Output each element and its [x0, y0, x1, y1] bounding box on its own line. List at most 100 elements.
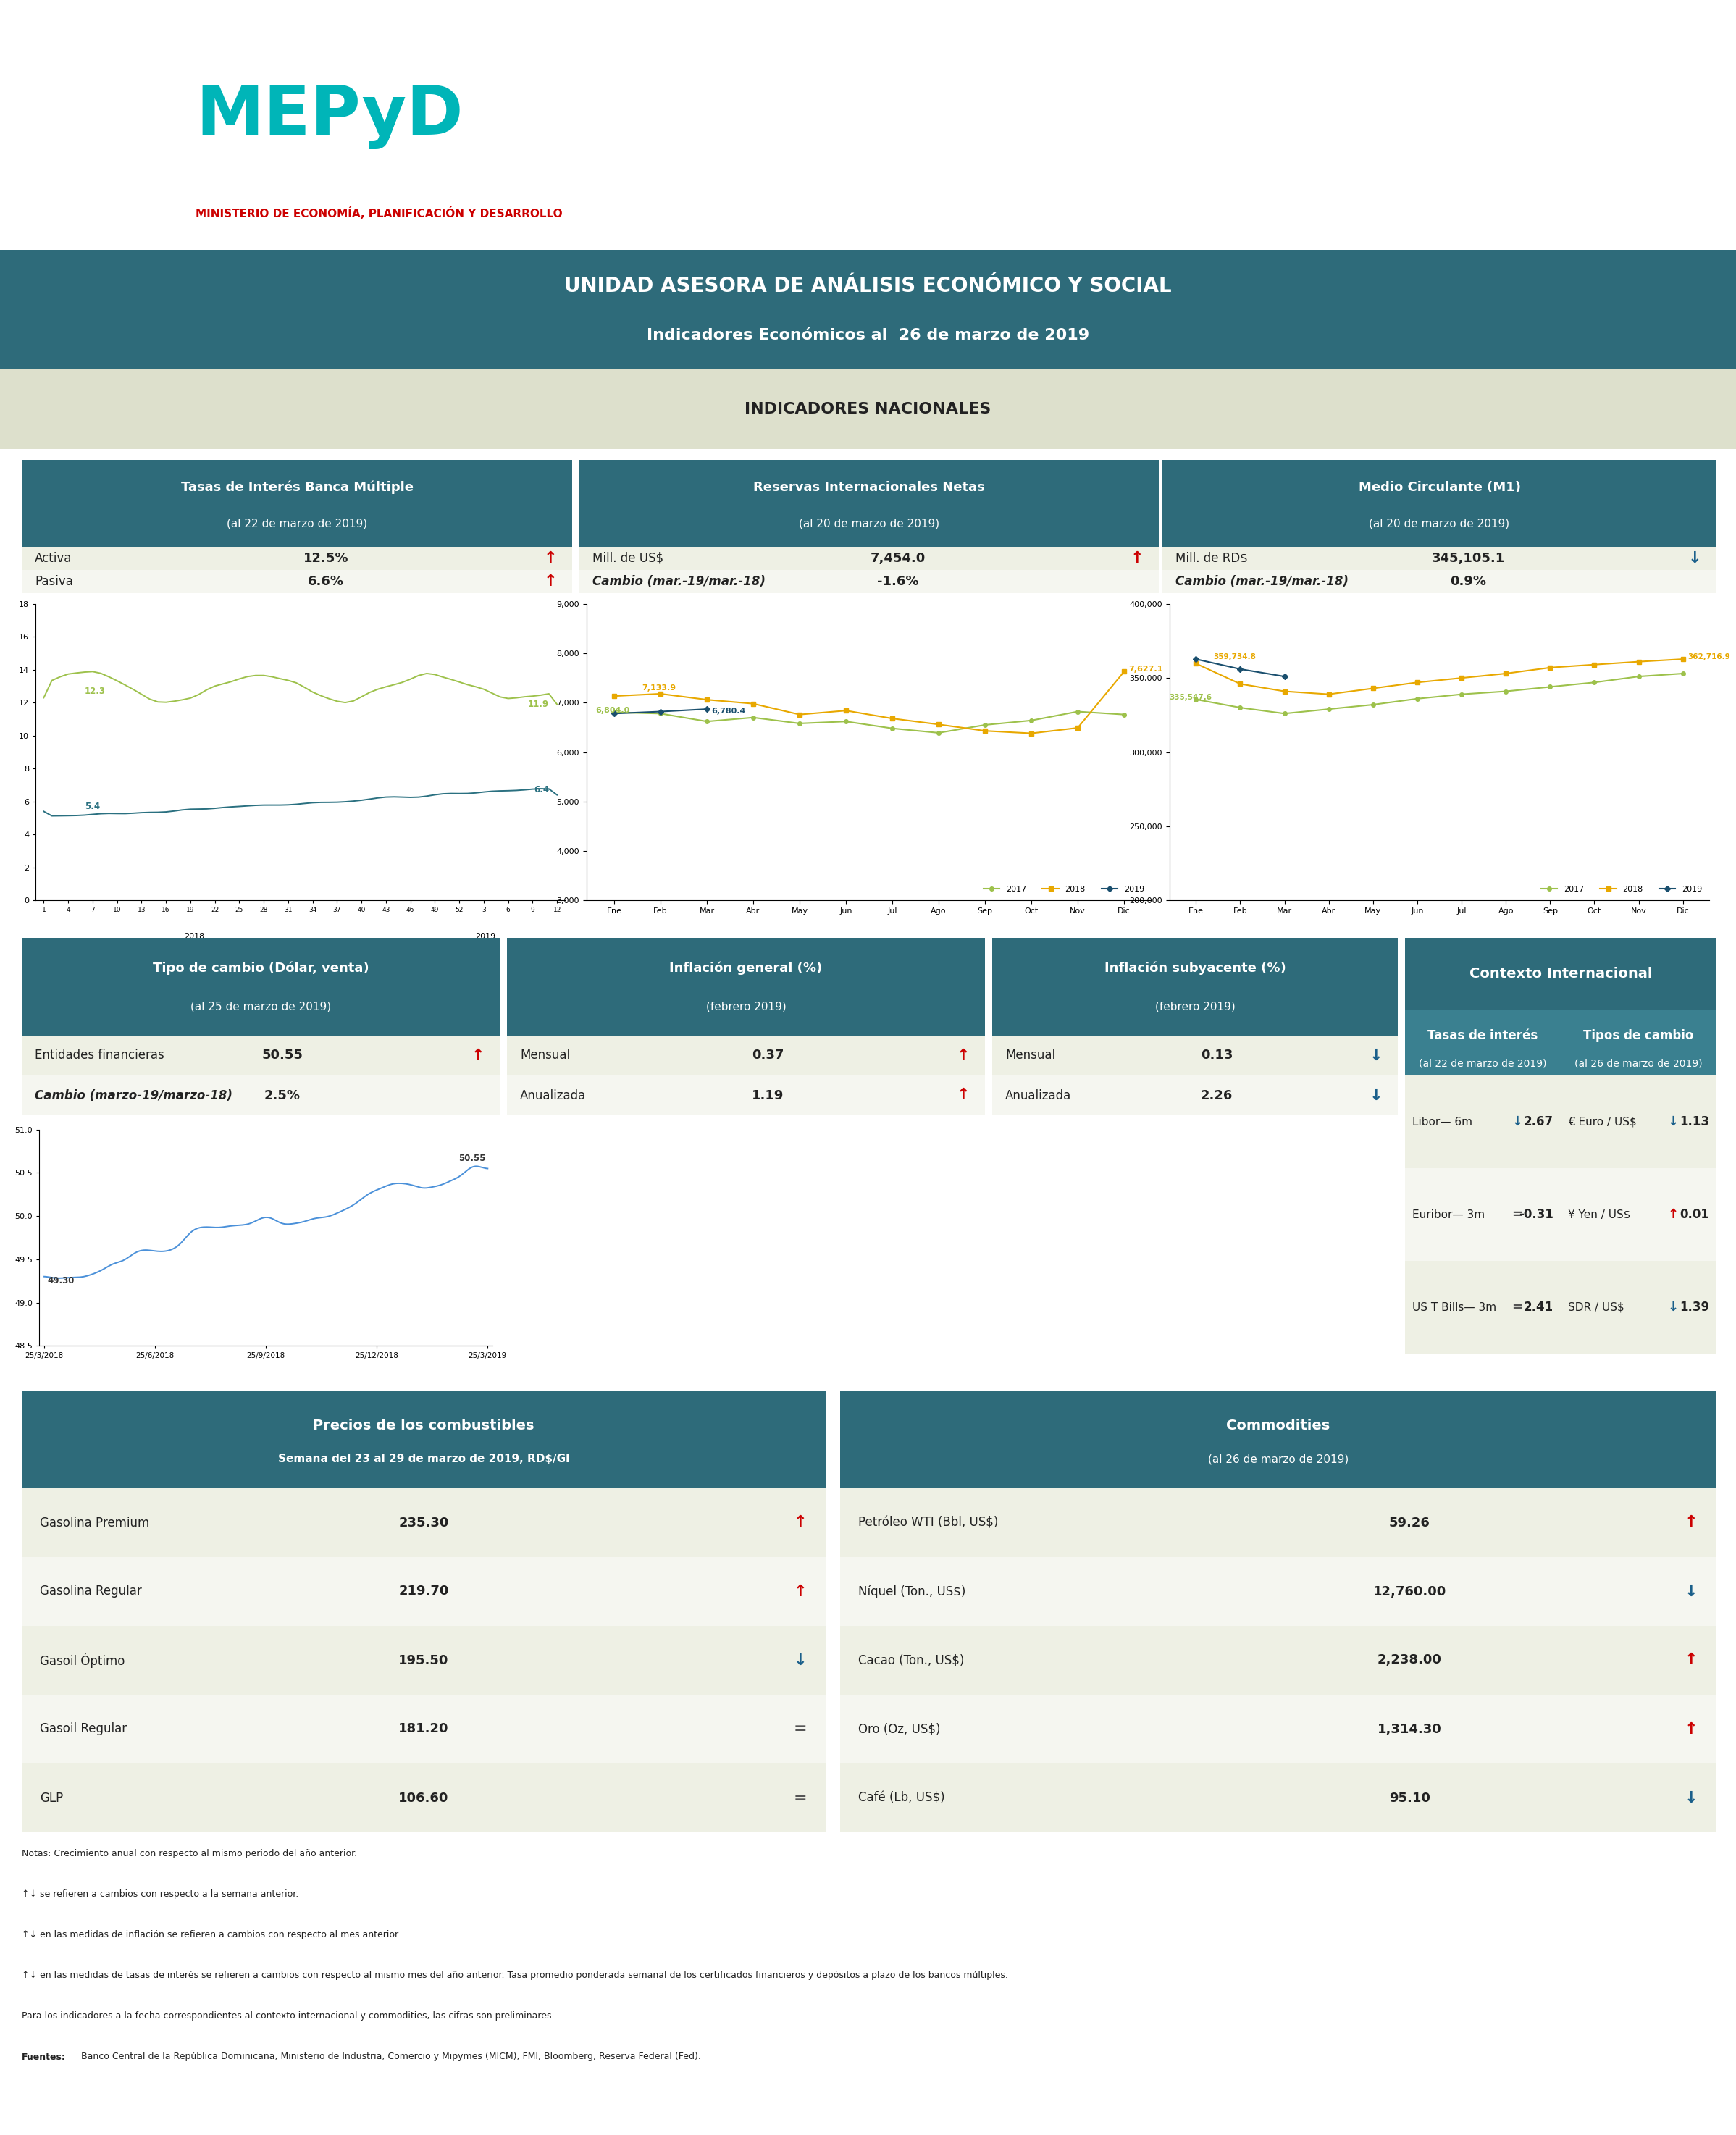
Text: Tasas de interés: Tasas de interés	[1427, 1029, 1538, 1042]
2018	[1495, 660, 1516, 685]
2018	[1229, 670, 1250, 696]
Text: Anualizada: Anualizada	[521, 1089, 587, 1102]
Text: Oro (Oz, US$): Oro (Oz, US$)	[858, 1723, 941, 1736]
2018	[649, 681, 670, 707]
Text: ↑: ↑	[1684, 1652, 1698, 1667]
Text: 345,105.1: 345,105.1	[1432, 551, 1505, 566]
Text: -1.6%: -1.6%	[877, 574, 918, 587]
Text: ↑: ↑	[1684, 1516, 1698, 1531]
Text: Tasas de Interés Banca Múltiple: Tasas de Interés Banca Múltiple	[181, 480, 413, 493]
2017	[1363, 692, 1384, 717]
2018	[1672, 647, 1693, 673]
Text: 6,780.4: 6,780.4	[712, 709, 746, 715]
Line: 2018: 2018	[1194, 658, 1686, 696]
Text: 12,760.00: 12,760.00	[1373, 1584, 1446, 1597]
Text: ↑: ↑	[793, 1516, 807, 1531]
Text: ↓: ↓	[1668, 1114, 1679, 1127]
Text: 11.9: 11.9	[528, 700, 549, 709]
Text: (al 22 de marzo de 2019): (al 22 de marzo de 2019)	[227, 519, 368, 529]
2017	[790, 711, 811, 737]
2018	[1583, 651, 1604, 677]
2018	[1406, 670, 1427, 696]
Text: Para los indicadores a la fecha correspondientes al contexto internacional y com: Para los indicadores a la fecha correspo…	[23, 2011, 554, 2022]
Text: ↓: ↓	[1687, 551, 1701, 566]
Text: 50.55: 50.55	[458, 1153, 486, 1164]
Text: 235.30: 235.30	[399, 1516, 450, 1529]
Text: ↑↓ en las medidas de tasas de interés se refieren a cambios con respecto al mism: ↑↓ en las medidas de tasas de interés se…	[23, 1971, 1009, 1981]
2017	[1628, 664, 1649, 690]
Line: 2019: 2019	[1194, 658, 1286, 679]
Text: US T Bills— 3m: US T Bills— 3m	[1413, 1302, 1496, 1313]
Text: 362,716.9: 362,716.9	[1687, 653, 1729, 660]
2018	[790, 702, 811, 728]
2018	[974, 717, 995, 743]
Text: Mill. de RD$: Mill. de RD$	[1175, 551, 1248, 566]
Text: 1,314.30: 1,314.30	[1378, 1723, 1443, 1736]
Text: ¥ Yen / US$: ¥ Yen / US$	[1568, 1208, 1630, 1219]
Text: ↑: ↑	[957, 1089, 970, 1102]
Text: MEPyD: MEPyD	[196, 83, 464, 149]
Text: Precios de los combustibles: Precios de los combustibles	[312, 1418, 535, 1433]
Text: 7,454.0: 7,454.0	[870, 551, 925, 566]
2018	[1021, 719, 1042, 745]
Text: Contexto Internacional: Contexto Internacional	[1469, 967, 1653, 980]
Text: 49.30: 49.30	[47, 1277, 75, 1285]
Text: 1.39: 1.39	[1679, 1300, 1710, 1313]
Text: Mill. de US$: Mill. de US$	[592, 551, 663, 566]
2017	[1406, 685, 1427, 711]
2017	[696, 709, 717, 734]
Text: Libor— 6m: Libor— 6m	[1413, 1117, 1472, 1127]
Text: Gasoil Regular: Gasoil Regular	[40, 1723, 127, 1736]
2018	[1186, 651, 1207, 677]
2017	[1274, 700, 1295, 726]
2017	[929, 719, 950, 745]
2017	[1540, 675, 1561, 700]
Text: ↑: ↑	[470, 1048, 484, 1063]
Text: 2019: 2019	[476, 933, 496, 939]
2018	[929, 711, 950, 737]
Text: 2.41: 2.41	[1524, 1300, 1554, 1313]
2018	[1363, 675, 1384, 700]
Text: (febrero 2019): (febrero 2019)	[1154, 1001, 1234, 1012]
2017	[1583, 670, 1604, 696]
Text: ↓: ↓	[1684, 1791, 1698, 1804]
Text: 106.60: 106.60	[399, 1791, 450, 1804]
Text: 6.4: 6.4	[533, 786, 549, 794]
Text: ↑: ↑	[543, 551, 557, 566]
2019	[1274, 664, 1295, 690]
Text: Fuentes:: Fuentes:	[23, 2052, 66, 2062]
Text: INDICADORES NACIONALES: INDICADORES NACIONALES	[745, 401, 991, 416]
Text: 2.26: 2.26	[1201, 1089, 1233, 1102]
Text: 359,734.8: 359,734.8	[1213, 653, 1257, 660]
Text: Cambio (mar.-19/mar.-18): Cambio (mar.-19/mar.-18)	[592, 574, 766, 587]
Text: =: =	[1512, 1208, 1522, 1221]
2019	[696, 696, 717, 722]
Text: 1.13: 1.13	[1679, 1114, 1710, 1127]
2019	[649, 698, 670, 724]
Text: Entidades financieras: Entidades financieras	[35, 1048, 165, 1061]
Text: Gasolina Premium: Gasolina Premium	[40, 1516, 149, 1529]
Text: ↓: ↓	[1370, 1089, 1384, 1102]
2019	[604, 700, 625, 726]
Text: UNIDAD ASESORA DE ANÁLISIS ECONÓMICO Y SOCIAL: UNIDAD ASESORA DE ANÁLISIS ECONÓMICO Y S…	[564, 275, 1172, 297]
Text: Gasolina Regular: Gasolina Regular	[40, 1584, 142, 1597]
Text: (al 20 de marzo de 2019): (al 20 de marzo de 2019)	[1370, 519, 1510, 529]
Text: (al 26 de marzo de 2019): (al 26 de marzo de 2019)	[1575, 1059, 1703, 1068]
Text: Semana del 23 al 29 de marzo de 2019, RD$/Gl: Semana del 23 al 29 de marzo de 2019, RD…	[278, 1454, 569, 1465]
Text: 12.5%: 12.5%	[304, 551, 349, 566]
Legend: 2017, 2018, 2019: 2017, 2018, 2019	[981, 882, 1147, 897]
2017	[604, 700, 625, 726]
2017	[882, 715, 903, 741]
Text: Cambio (mar.-19/mar.-18): Cambio (mar.-19/mar.-18)	[1175, 574, 1349, 587]
Text: 5.4: 5.4	[85, 801, 99, 811]
Text: ↓: ↓	[1668, 1300, 1679, 1313]
Line: 2017: 2017	[1194, 673, 1686, 715]
Text: Mensual: Mensual	[521, 1048, 569, 1061]
2018	[1113, 660, 1134, 685]
2017	[1318, 696, 1338, 722]
Text: Medio Circulante (M1): Medio Circulante (M1)	[1358, 480, 1521, 493]
2018	[1451, 666, 1472, 692]
2018	[1540, 655, 1561, 681]
Text: € Euro / US$: € Euro / US$	[1568, 1117, 1637, 1127]
Text: (febrero 2019): (febrero 2019)	[707, 1001, 786, 1012]
